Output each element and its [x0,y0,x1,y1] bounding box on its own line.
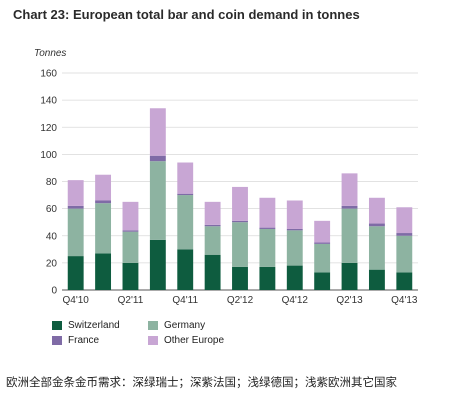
bar-segment-switzerland [95,253,112,290]
bar-segment-other-europe [149,108,166,156]
y-tick-label: 120 [40,123,57,134]
legend-label-france: France [68,335,100,346]
y-tick-label: 80 [46,177,58,188]
y-tick-label: 0 [51,286,57,297]
bar-segment-france [232,220,248,223]
bar-segment-switzerland [396,272,413,290]
legend: Switzerland Germany France Other Europe [52,320,272,356]
bar-segment-switzerland [149,239,166,290]
bar-segment-germany [341,208,358,263]
bar-segment-switzerland [286,265,303,290]
legend-swatch-france [52,336,62,345]
bar-segment-switzerland [232,266,248,290]
bar-segment-france [177,193,194,196]
chart-title: Chart 23: European total bar and coin de… [13,7,360,22]
bar-segment-other-europe [341,173,358,206]
caption: 欧洲全部金条金币需求：深绿瑞士；深紫法国；浅绿德国；浅紫欧洲其它国家 [6,375,397,389]
legend-swatch-other-europe [148,336,158,345]
y-tick-label: 140 [40,96,57,107]
bar-segment-other-europe [204,201,221,225]
legend-label-other-europe: Other Europe [164,335,225,346]
bar-segment-other-europe [67,180,84,206]
y-tick-label: 40 [46,231,58,242]
x-tick-label: Q2'11 [118,295,144,306]
bar-segment-switzerland [314,272,331,290]
bar-segment-germany [122,231,139,263]
legend-item-france: France [52,335,99,346]
bar-segment-france [122,230,139,232]
bar-segment-switzerland [177,249,194,290]
legend-label-switzerland: Switzerland [68,320,120,331]
bar-segment-germany [204,226,221,255]
legend-item-other-europe: Other Europe [148,335,224,346]
bar-segment-france [396,233,413,236]
y-tick-label: 160 [40,69,57,80]
bar-segment-france [149,155,166,162]
legend-item-switzerland: Switzerland [52,320,120,331]
bar-segment-switzerland [259,266,276,290]
x-tick-label: Q4'11 [172,295,198,306]
legend-label-germany: Germany [164,320,206,331]
bar-segment-germany [149,161,166,240]
bar-segment-other-europe [95,174,112,201]
bar-segment-switzerland [204,254,221,290]
bar-segment-france [67,205,84,209]
bars [67,108,413,290]
bar-chart: 0 20 40 60 80 100 120 140 160 Q4'10 Q2'11 Q4'11 Q2'… [40,69,418,306]
y-axis-ticks: 0 20 40 60 80 100 120 140 160 [40,69,57,297]
bar-segment-france [314,242,331,244]
bar-segment-france [368,223,385,227]
y-tick-label: 20 [46,258,58,269]
x-axis-ticks: Q4'10 Q2'11 Q4'11 Q2'12 Q4'12 Q2'13 Q4'13 [63,295,418,306]
bar-segment-france [204,224,221,227]
bar-segment-other-europe [286,200,303,229]
bar-segment-switzerland [368,269,385,290]
y-tick-label: 60 [46,204,58,215]
bar-segment-switzerland [67,256,84,290]
x-tick-label: Q2'12 [227,295,254,306]
x-tick-label: Q4'10 [63,295,90,306]
bar-segment-germany [95,203,112,254]
bar-segment-other-europe [314,220,331,243]
bar-segment-other-europe [232,186,248,221]
bar-segment-germany [396,235,413,273]
x-tick-label: Q2'13 [336,295,363,306]
y-axis-label: Tonnes [34,48,67,59]
bar-segment-germany [314,243,331,273]
bar-segment-germany [232,222,248,267]
bar-segment-switzerland [341,262,358,290]
bar-segment-other-europe [396,207,413,234]
y-tick-label: 100 [40,150,57,161]
legend-item-germany: Germany [148,320,205,331]
bar-segment-germany [177,195,194,250]
bar-segment-germany [259,228,276,267]
bar-segment-germany [368,226,385,270]
x-tick-label: Q4'12 [282,295,309,306]
bar-segment-other-europe [259,197,276,228]
bar-segment-germany [67,208,84,257]
bar-segment-france [341,205,358,209]
bar-segment-germany [286,230,303,266]
legend-swatch-switzerland [52,321,62,330]
bar-segment-other-europe [122,201,139,231]
bar-segment-france [95,200,112,204]
bar-segment-france [259,227,276,229]
bar-segment-switzerland [122,262,139,290]
legend-swatch-germany [148,321,158,330]
bar-segment-france [286,228,303,231]
bar-segment-other-europe [177,162,194,194]
bar-segment-other-europe [368,197,385,224]
x-tick-label: Q4'13 [391,295,418,306]
